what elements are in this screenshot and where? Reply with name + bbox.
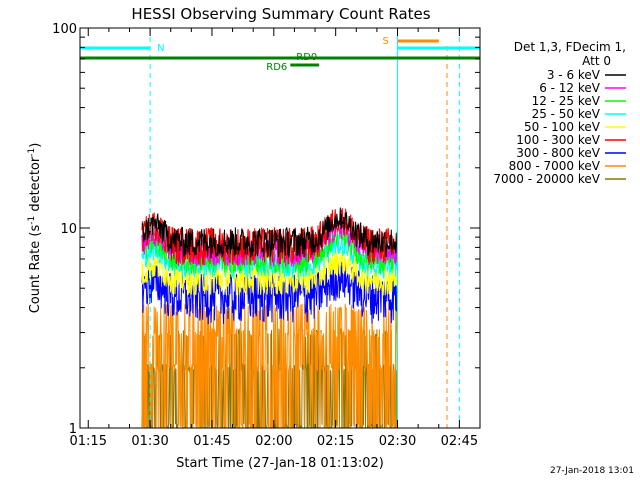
legend-entry-label: 25 - 50 keV [532,107,601,121]
legend-entry-label: 6 - 12 keV [539,81,601,95]
night-flag-label: N [157,43,164,54]
rd0-flag-label: RD0 [296,52,317,63]
y-axis-label-sup: -1 [27,148,37,157]
data-layer [141,207,398,430]
y-axis-label: Count Rate (s-1 detector-1) [27,143,43,314]
x-tick-label: 02:45 [441,434,478,449]
y-axis-label-part: ) [28,143,43,148]
y-tick-label: 10 [60,222,77,237]
series-line [141,207,398,258]
legend-entry-label: 7000 - 20000 keV [493,172,600,186]
x-tick-label: 02:15 [317,434,354,449]
x-tick-label: 01:30 [131,434,168,449]
tick-layer: 01:15 01:30 01:45 02:00 02:15 02:30 02:45 1 10 10… [52,22,481,449]
legend-header-line: Det 1,3, FDecim 1, [514,40,626,54]
y-axis-label-sup: -1 [27,216,37,225]
x-axis-label: Start Time (27-Jan-18 01:13:02) [176,456,384,471]
x-tick-label: 02:00 [255,434,292,449]
generation-timestamp: 27-Jan-2018 13:01 [550,466,634,476]
x-tick-label: 01:15 [70,434,107,449]
y-axis-label-part: detector [28,156,43,216]
legend-entry-label: 3 - 6 keV [547,68,601,82]
legend-entry-label: 300 - 800 keV [516,146,600,160]
legend-entry-label: 12 - 25 keV [532,94,601,108]
y-tick-label: 1 [69,422,77,437]
legend-entry-label: 50 - 100 keV [524,120,601,134]
x-tick-label: 01:45 [193,434,230,449]
saa-flag-label: S [383,36,389,47]
x-tick-label: 02:30 [379,434,416,449]
legend-entry-label: 100 - 300 keV [516,133,600,147]
legend-entry-label: 800 - 7000 keV [509,159,601,173]
series-line [141,250,398,296]
rd6-flag-label: RD6 [266,62,287,73]
series-line [141,261,398,325]
y-tick-label: 100 [52,22,77,37]
legend-header-line: Att 0 [582,54,611,68]
chart-title: HESSI Observing Summary Count Rates [131,5,430,23]
series-line [141,208,398,266]
y-axis-label-part: Count Rate (s [28,225,43,314]
